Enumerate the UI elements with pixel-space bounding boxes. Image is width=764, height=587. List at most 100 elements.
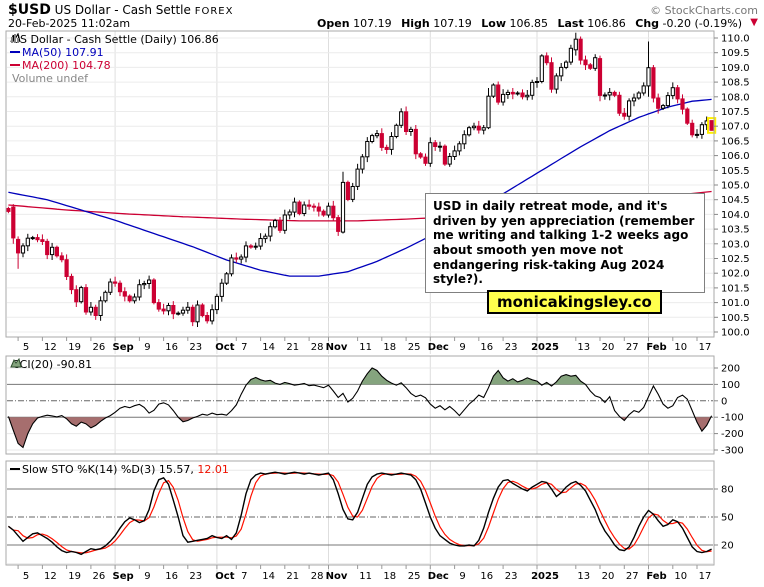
svg-text:20: 20 bbox=[602, 571, 615, 582]
open-value: 107.19 bbox=[353, 17, 392, 30]
svg-text:17: 17 bbox=[699, 571, 712, 582]
symbol: $USD bbox=[8, 2, 51, 18]
svg-text:11: 11 bbox=[359, 342, 372, 353]
svg-text:21: 21 bbox=[286, 342, 299, 353]
analyst-annotation-box: USD in daily retreat mode, and it's driv… bbox=[425, 193, 705, 293]
svg-text:2025: 2025 bbox=[531, 342, 559, 353]
svg-text:110.0: 110.0 bbox=[721, 34, 750, 45]
svg-text:10: 10 bbox=[674, 342, 687, 353]
chg-label: Chg bbox=[635, 17, 660, 30]
copyright: © StockCharts.com bbox=[650, 4, 758, 17]
svg-text:Dec: Dec bbox=[428, 571, 449, 582]
svg-text:27: 27 bbox=[626, 342, 639, 353]
ma200-legend-row: MA(200) 104.78 bbox=[10, 59, 219, 72]
svg-text:Sep: Sep bbox=[113, 571, 134, 582]
svg-text:23: 23 bbox=[189, 342, 202, 353]
svg-text:107.5: 107.5 bbox=[721, 107, 750, 118]
svg-text:-200: -200 bbox=[721, 429, 744, 440]
svg-text:105.5: 105.5 bbox=[721, 166, 750, 177]
svg-text:13: 13 bbox=[577, 571, 590, 582]
svg-text:20: 20 bbox=[721, 541, 734, 552]
price-series-label: US Dollar - Cash Settle (Daily) 106.86 bbox=[12, 33, 219, 46]
svg-text:26: 26 bbox=[93, 571, 106, 582]
svg-text:80: 80 bbox=[721, 485, 734, 496]
svg-text:2025: 2025 bbox=[531, 571, 559, 582]
svg-text:103.5: 103.5 bbox=[721, 225, 750, 236]
svg-text:109.5: 109.5 bbox=[721, 48, 750, 59]
price-legend-row: US Dollar - Cash Settle (Daily) 106.86 bbox=[10, 33, 219, 46]
svg-text:12: 12 bbox=[44, 571, 57, 582]
svg-text:17: 17 bbox=[699, 342, 712, 353]
last-label: Last bbox=[557, 17, 584, 30]
svg-text:21: 21 bbox=[286, 571, 299, 582]
svg-text:102.5: 102.5 bbox=[721, 254, 750, 265]
last-value: 106.86 bbox=[587, 17, 626, 30]
chart-header: $USD US Dollar - Cash Settle FOREX bbox=[8, 2, 233, 18]
svg-text:-300: -300 bbox=[721, 446, 744, 457]
low-value: 106.85 bbox=[509, 17, 549, 30]
instrument-title: US Dollar - Cash Settle bbox=[54, 3, 191, 17]
svg-text:13: 13 bbox=[577, 342, 590, 353]
svg-text:101.5: 101.5 bbox=[721, 283, 750, 294]
svg-text:23: 23 bbox=[505, 342, 518, 353]
svg-text:102.0: 102.0 bbox=[721, 269, 750, 280]
svg-text:100.5: 100.5 bbox=[721, 313, 750, 324]
svg-text:106.5: 106.5 bbox=[721, 136, 750, 147]
watermark-site-badge: monicakingsley.co bbox=[487, 290, 662, 314]
open-label: Open bbox=[317, 17, 350, 30]
exchange-label: FOREX bbox=[194, 6, 234, 17]
svg-text:5: 5 bbox=[23, 342, 29, 353]
svg-text:25: 25 bbox=[408, 342, 421, 353]
svg-text:106.0: 106.0 bbox=[721, 151, 750, 162]
svg-text:100.0: 100.0 bbox=[721, 328, 750, 339]
svg-text:25: 25 bbox=[408, 571, 421, 582]
svg-text:16: 16 bbox=[165, 571, 178, 582]
svg-text:18: 18 bbox=[383, 342, 396, 353]
svg-text:50: 50 bbox=[721, 513, 734, 524]
down-triangle-icon: ▼ bbox=[750, 17, 758, 28]
svg-text:28: 28 bbox=[311, 342, 324, 353]
svg-text:101.0: 101.0 bbox=[721, 298, 750, 309]
svg-text:14: 14 bbox=[262, 571, 275, 582]
svg-text:Oct: Oct bbox=[215, 342, 234, 353]
svg-text:103.0: 103.0 bbox=[721, 239, 750, 250]
quote-strip: Open 107.19 High 107.19 Low 106.85 Last … bbox=[311, 17, 742, 30]
svg-text:19: 19 bbox=[68, 571, 81, 582]
ma200-label: MA(200) 104.78 bbox=[22, 59, 111, 72]
ma200-line-icon bbox=[10, 64, 20, 66]
sto-d-value: 12.01 bbox=[197, 463, 229, 476]
svg-text:200: 200 bbox=[721, 364, 740, 375]
ma50-line-icon bbox=[10, 51, 20, 53]
svg-text:Nov: Nov bbox=[326, 342, 348, 353]
svg-text:12: 12 bbox=[44, 342, 57, 353]
sto-label-text: Slow STO %K(14) %D(3) 15.57, bbox=[22, 463, 194, 476]
chart-datetime: 20-Feb-2025 11:02am bbox=[8, 17, 131, 30]
svg-text:11: 11 bbox=[359, 571, 372, 582]
svg-text:-100: -100 bbox=[721, 413, 744, 424]
high-label: High bbox=[401, 17, 430, 30]
svg-text:104.0: 104.0 bbox=[721, 210, 750, 221]
chg-value: -0.20 (-0.19%) bbox=[662, 17, 742, 30]
svg-text:107.0: 107.0 bbox=[721, 122, 750, 133]
svg-text:16: 16 bbox=[480, 342, 493, 353]
svg-text:108.5: 108.5 bbox=[721, 78, 750, 89]
svg-text:23: 23 bbox=[189, 571, 202, 582]
svg-text:20: 20 bbox=[602, 342, 615, 353]
svg-text:18: 18 bbox=[383, 571, 396, 582]
sto-panel-label: Slow STO %K(14) %D(3) 15.57, 12.01 bbox=[10, 463, 229, 476]
svg-text:28: 28 bbox=[311, 571, 324, 582]
svg-text:Feb: Feb bbox=[646, 571, 666, 582]
ma50-legend-row: MA(50) 107.91 bbox=[10, 46, 219, 59]
svg-text:0: 0 bbox=[721, 396, 727, 407]
svg-text:27: 27 bbox=[626, 571, 639, 582]
svg-text:16: 16 bbox=[480, 571, 493, 582]
svg-text:14: 14 bbox=[262, 342, 275, 353]
svg-text:10: 10 bbox=[674, 571, 687, 582]
svg-text:Feb: Feb bbox=[646, 342, 666, 353]
high-value: 107.19 bbox=[433, 17, 472, 30]
svg-text:Sep: Sep bbox=[113, 342, 134, 353]
svg-text:Nov: Nov bbox=[326, 571, 348, 582]
svg-text:26: 26 bbox=[93, 342, 106, 353]
